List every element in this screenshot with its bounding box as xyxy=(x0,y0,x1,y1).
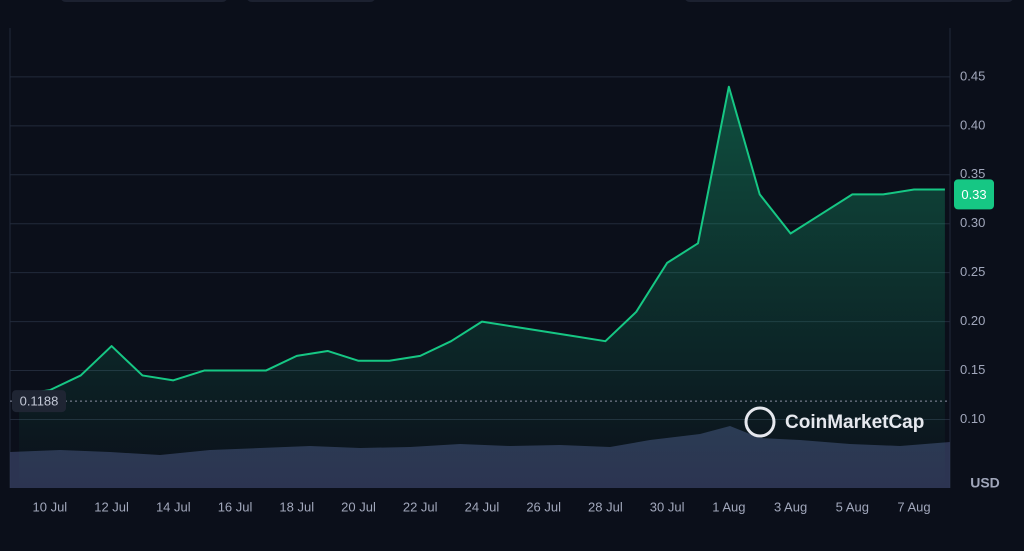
x-tick-label: 24 Jul xyxy=(465,499,500,514)
reference-label: 0.1188 xyxy=(20,394,59,409)
y-tick-label: 0.40 xyxy=(960,117,985,132)
area-fill xyxy=(19,86,945,489)
y-tick-label: 0.35 xyxy=(960,166,985,181)
tab-button[interactable] xyxy=(60,0,228,2)
x-tick-label: 12 Jul xyxy=(94,499,129,514)
x-tick-label: 20 Jul xyxy=(341,499,376,514)
y-tick-label: 0.15 xyxy=(960,362,985,377)
tab-button[interactable] xyxy=(246,0,376,2)
watermark: CoinMarketCap xyxy=(744,406,924,438)
watermark-logo xyxy=(744,406,776,438)
x-tick-label: 14 Jul xyxy=(156,499,191,514)
y-tick-label: 0.20 xyxy=(960,313,985,328)
plot xyxy=(18,85,945,489)
x-tick-label: 5 Aug xyxy=(836,499,869,514)
x-tick-label: 10 Jul xyxy=(33,499,68,514)
y-tick-label: 0.30 xyxy=(960,215,985,230)
y-tick-label: 0.25 xyxy=(960,264,985,279)
y-tick-label: 0.10 xyxy=(960,411,985,426)
x-tick-label: 22 Jul xyxy=(403,499,438,514)
x-tick-label: 1 Aug xyxy=(712,499,745,514)
current-price-box xyxy=(954,179,994,210)
x-tick-label: 18 Jul xyxy=(279,499,314,514)
reference-label-box xyxy=(12,390,66,413)
watermark-text: CoinMarketCap xyxy=(785,412,924,433)
current-price-label: 0.33 xyxy=(961,187,986,202)
x-tick-label: 30 Jul xyxy=(650,499,685,514)
price-line xyxy=(18,85,945,397)
y-axis-label: USD xyxy=(970,475,1000,491)
y-tick-label: 0.45 xyxy=(960,68,985,83)
x-tick-label: 28 Jul xyxy=(588,499,623,514)
tab-button[interactable] xyxy=(684,0,1014,2)
x-tick-label: 26 Jul xyxy=(526,499,561,514)
x-tick-label: 3 Aug xyxy=(774,499,807,514)
x-tick-label: 16 Jul xyxy=(218,499,253,514)
x-tick-label: 7 Aug xyxy=(897,499,930,514)
